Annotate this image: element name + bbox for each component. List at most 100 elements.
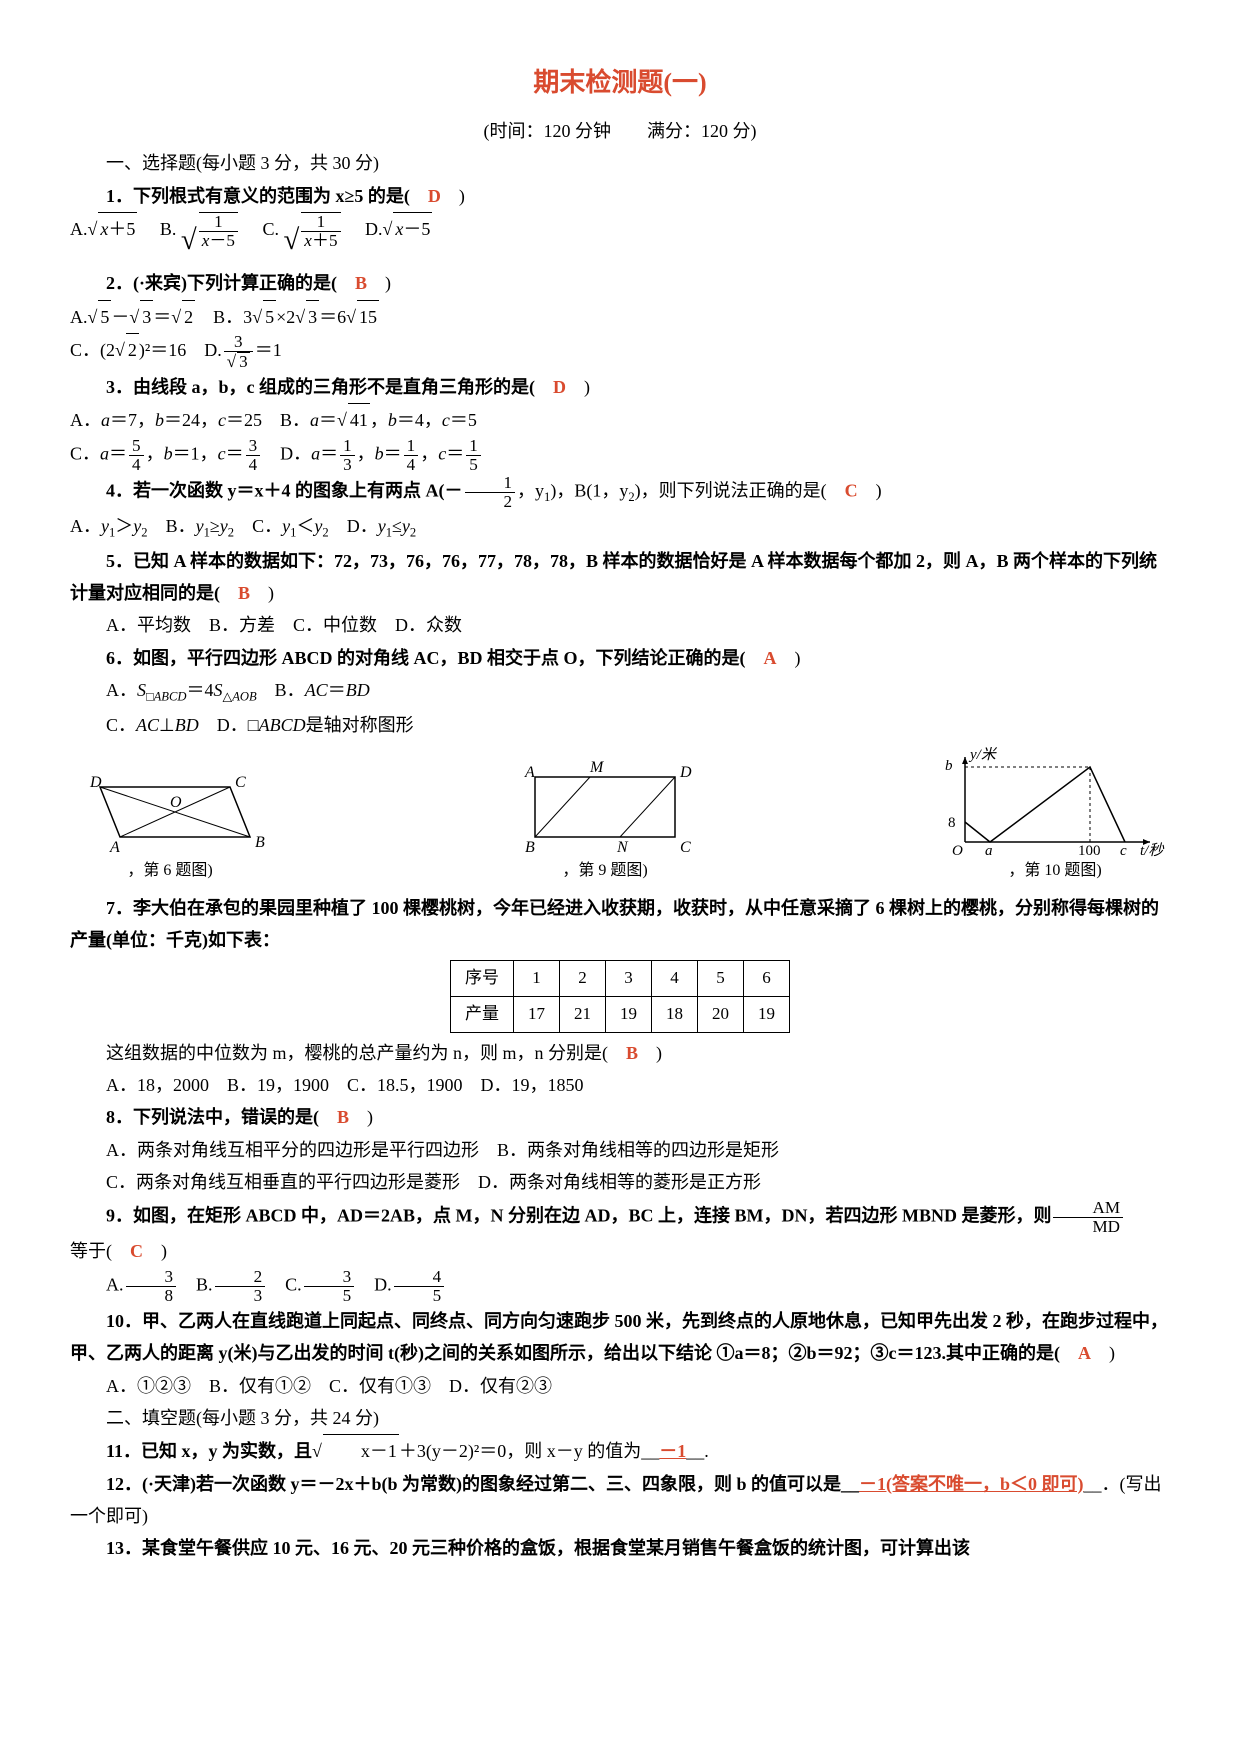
figures-row: D C A B O ，第 6 题图) A M D B N C ，第 9 题图) <box>70 747 1170 886</box>
q9: 9．如图，在矩形 ABCD 中，AD＝2AB，点 M，N 分别在边 AD，BC … <box>70 1199 1170 1236</box>
q6-opt-a: A． <box>106 680 137 700</box>
q8-stem: 8．下列说法中，错误的是( <box>106 1107 337 1127</box>
q4-tail: ) <box>858 480 882 500</box>
q6-bd2: BD <box>175 715 199 735</box>
opt-b-label: B. <box>160 219 177 239</box>
q5-options: A．平均数 B．方差 C．中位数 D．众数 <box>70 609 1170 641</box>
q4-stem-a: 4．若一次函数 y＝x＋4 的图象上有两点 A(－ <box>106 480 463 500</box>
q6-perp: ⊥ <box>159 715 175 735</box>
q1-options: A.x＋5 B. 1x－5 C. 1x＋5 D.x－5 <box>70 212 1170 267</box>
q11: 11．已知 x，y 为实数，且x－1＋3(y－2)²＝0，则 x－y 的值为__… <box>70 1434 1170 1467</box>
cell: 19 <box>606 997 652 1033</box>
q3-options-line2: C．a＝54，b＝1，c＝34 D．a＝13，b＝14，c＝15 <box>70 437 1170 474</box>
q6-opt-d: D． <box>199 715 248 735</box>
q13-stem: 13．某食堂午餐供应 10 元、16 元、20 元三种价格的盒饭，根据食堂某月销… <box>106 1538 970 1558</box>
figure-9-svg: A M D B N C <box>505 757 705 857</box>
q4-options: A．y1＞y2 B．y1≥y2 C．y1＜y2 D．y1≤y2 <box>70 510 1170 544</box>
cell: 18 <box>652 997 698 1033</box>
svg-text:D: D <box>89 774 102 791</box>
svg-text:N: N <box>616 839 629 856</box>
q11-stem-a: 11．已知 x，y 为实数，且 <box>106 1441 312 1461</box>
svg-text:O: O <box>952 843 963 857</box>
q6-ac: AC <box>305 680 328 700</box>
q6-options-line1: A．S□ABCD＝4S△AOB B．AC＝BD <box>70 674 1170 708</box>
cell: 20 <box>698 997 744 1033</box>
figure-6-caption: ，第 6 题图) <box>127 862 212 879</box>
q12: 12．(·天津)若一次函数 y＝－2x＋b(b 为常数)的图象经过第二、三、四象… <box>70 1468 1170 1533</box>
q5-tail: ) <box>250 583 274 603</box>
q7-options: A．18，2000 B．19，1900 C．18.5，1900 D．19，185… <box>70 1069 1170 1101</box>
q9-stem-a: 9．如图，在矩形 ABCD 中，AD＝2AB，点 M，N 分别在边 AD，BC … <box>106 1205 1051 1225</box>
q8-options-line1: A．两条对角线互相平分的四边形是平行四边形 B．两条对角线相等的四边形是矩形 <box>70 1134 1170 1166</box>
q8-options-line2: C．两条对角线互相垂直的平行四边形是菱形 D．两条对角线相等的菱形是正方形 <box>70 1166 1170 1198</box>
q10-stem: 10．甲、乙两人在直线跑道上同起点、同终点、同方向匀速跑步 500 米，先到终点… <box>70 1311 1168 1363</box>
q3: 3．由线段 a，b，c 组成的三角形不是直角三角形的是( D ) <box>70 371 1170 403</box>
page-subtitle: (时间：120 分钟 满分：120 分) <box>70 115 1170 147</box>
svg-text:D: D <box>679 764 692 781</box>
q6-options-line2: C．AC⊥BD D．□ABCD是轴对称图形 <box>70 709 1170 741</box>
svg-text:8: 8 <box>948 815 956 831</box>
q7-stem: 7．李大伯在承包的果园里种植了 100 棵樱桃树，今年已经进入收获期，收获时，从… <box>70 898 1159 950</box>
cell: 19 <box>744 997 790 1033</box>
svg-text:100: 100 <box>1078 843 1101 857</box>
q10-tail: ) <box>1091 1343 1115 1363</box>
q2-stem: 2．(·来宾)下列计算正确的是( <box>106 273 355 293</box>
cell: 5 <box>698 961 744 997</box>
q2-answer: B <box>355 273 367 293</box>
q9-options: A.38 B.23 C.35 D.45 <box>70 1268 1170 1305</box>
svg-text:C: C <box>235 774 246 791</box>
q10-answer: A <box>1078 1343 1091 1363</box>
q10: 10．甲、乙两人在直线跑道上同起点、同终点、同方向匀速跑步 500 米，先到终点… <box>70 1305 1170 1370</box>
q7-answer: B <box>626 1043 638 1063</box>
svg-text:a: a <box>985 843 993 857</box>
cell: 1 <box>514 961 560 997</box>
svg-text:O: O <box>170 794 182 811</box>
q6-tail: ) <box>777 648 801 668</box>
table-row: 产量 17 21 19 18 20 19 <box>451 997 790 1033</box>
q6: 6．如图，平行四边形 ABCD 的对角线 AC，BD 相交于点 O，下列结论正确… <box>70 642 1170 674</box>
figure-10: b 8 O a 100 c t/秒 y/米 ，第 10 题图) <box>940 747 1170 886</box>
svg-text:b: b <box>945 758 953 774</box>
q3-answer: D <box>553 377 566 397</box>
q12-answer: －1(答案不唯一，b＜0 即可) <box>859 1474 1084 1494</box>
figure-6-svg: D C A B O <box>70 757 270 857</box>
q11-stem-b: ＋3(y－2)²＝0，则 x－y 的值为__ <box>399 1441 659 1461</box>
svg-text:M: M <box>589 759 605 776</box>
q8: 8．下列说法中，错误的是( B ) <box>70 1101 1170 1133</box>
q10-options: A．①②③ B．仅有①② C．仅有①③ D．仅有②③ <box>70 1370 1170 1402</box>
q2-options-line2: C．(22)²＝16 D.33＝1 <box>70 333 1170 371</box>
q6-opt-d-text: 是轴对称图形 <box>306 715 414 735</box>
q9-line2: 等于( C ) <box>70 1235 1170 1267</box>
table-row: 序号 1 2 3 4 5 6 <box>451 961 790 997</box>
q7-after-text: 这组数据的中位数为 m，樱桃的总产量约为 n，则 m，n 分别是( <box>106 1043 626 1063</box>
q4-answer: C <box>845 480 858 500</box>
q9-stem-b: 等于( <box>70 1241 130 1261</box>
q4-stem-d: )，则下列说法正确的是( <box>635 480 845 500</box>
q6-opt-c: C． <box>106 715 136 735</box>
q5-stem: 5．已知 A 样本的数据如下：72，73，76，76，77，78，78，B 样本… <box>70 551 1157 603</box>
cell: 21 <box>560 997 606 1033</box>
figure-9: A M D B N C ，第 9 题图) <box>505 757 705 886</box>
q6-opt-b-label: B． <box>257 680 305 700</box>
q9-answer: C <box>130 1241 143 1261</box>
figure-10-svg: b 8 O a 100 c t/秒 y/米 <box>940 747 1170 857</box>
svg-text:t/秒: t/秒 <box>1140 842 1164 857</box>
page-title: 期末检测题(一) <box>70 60 1170 107</box>
cell: 产量 <box>451 997 514 1033</box>
q8-tail: ) <box>349 1107 373 1127</box>
svg-text:C: C <box>680 839 691 856</box>
svg-text:B: B <box>255 834 265 851</box>
q1: 1．下列根式有意义的范围为 x≥5 的是( D ) <box>70 180 1170 212</box>
section-2-heading: 二、填空题(每小题 3 分，共 24 分) <box>70 1402 1170 1434</box>
svg-text:A: A <box>109 839 120 856</box>
cell: 4 <box>652 961 698 997</box>
q2-tail: ) <box>367 273 391 293</box>
q3-stem: 3．由线段 a，b，c 组成的三角形不是直角三角形的是( <box>106 377 553 397</box>
q9-tail: ) <box>143 1241 167 1261</box>
q7-after: 这组数据的中位数为 m，樱桃的总产量约为 n，则 m，n 分别是( B ) <box>70 1037 1170 1069</box>
q12-stem: 12．(·天津)若一次函数 y＝－2x＋b(b 为常数)的图象经过第二、三、四象… <box>106 1474 859 1494</box>
q6-eq: ＝ <box>328 680 346 700</box>
cell: 6 <box>744 961 790 997</box>
q5: 5．已知 A 样本的数据如下：72，73，76，76，77，78，78，B 样本… <box>70 545 1170 610</box>
q7-table: 序号 1 2 3 4 5 6 产量 17 21 19 18 20 19 <box>450 960 790 1032</box>
